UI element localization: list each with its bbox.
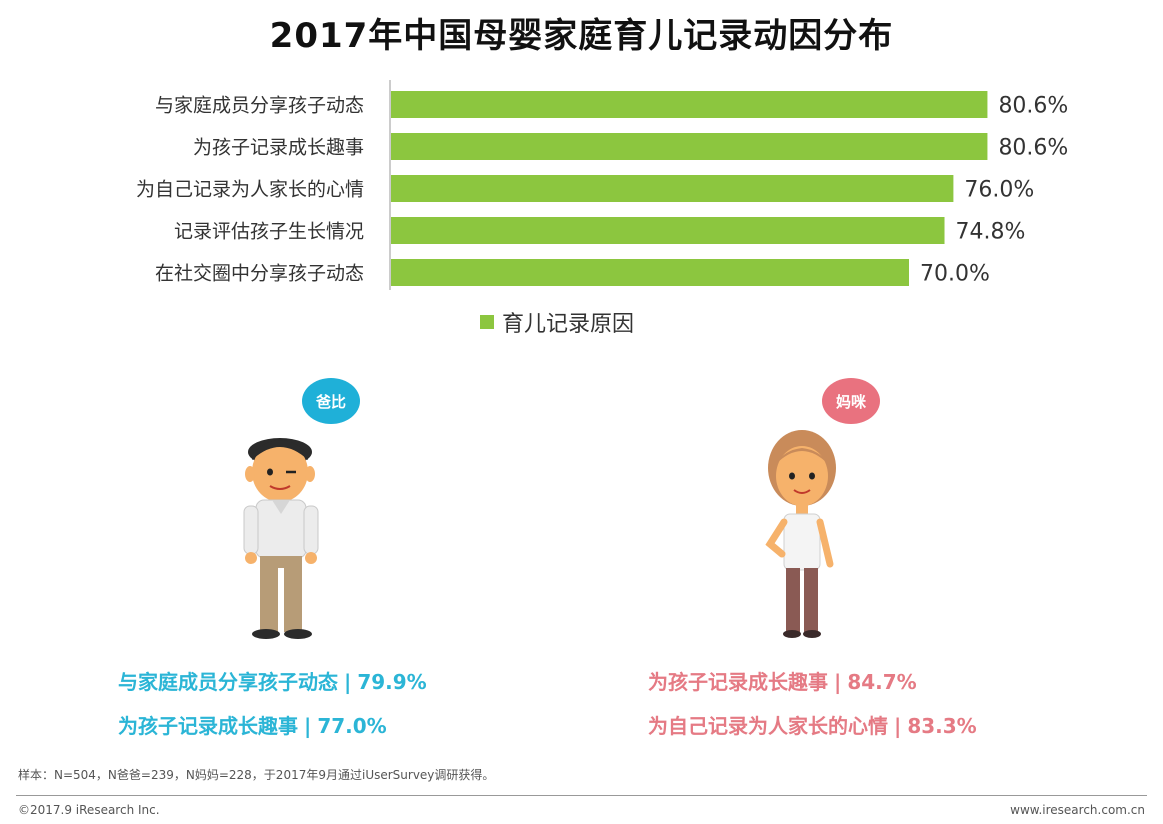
dad-figure-icon	[243, 438, 319, 639]
bar	[391, 175, 954, 202]
mom-stat-1: 为孩子记录成长趣事 | 84.7%	[648, 666, 917, 695]
dad-stat-1-value: 79.9%	[357, 670, 427, 694]
bar	[391, 91, 988, 118]
copyright: ©2017.9 iResearch Inc.	[18, 803, 160, 817]
page-title: 2017年中国母婴家庭育儿记录动因分布	[269, 16, 894, 56]
mom-stat-1-value: 84.7%	[847, 670, 917, 694]
separator: |	[894, 714, 902, 738]
legend-swatch	[480, 315, 494, 329]
mom-stat-1-text: 为孩子记录成长趣事	[648, 670, 828, 694]
bar	[391, 133, 988, 160]
dad-speech-bubble: 爸比	[302, 378, 360, 424]
mom-stat-2: 为自己记录为人家长的心情 | 83.3%	[648, 710, 977, 739]
category-label: 记录评估孩子生长情况	[174, 221, 364, 243]
dad-stat-2-value: 77.0%	[317, 714, 387, 738]
dad-stat-1: 与家庭成员分享孩子动态 | 79.9%	[118, 666, 427, 695]
category-label: 在社交圈中分享孩子动态	[155, 263, 364, 285]
bar	[391, 217, 945, 244]
chart-legend: 育儿记录原因	[480, 306, 634, 338]
value-label: 80.6%	[998, 94, 1068, 119]
dad-stat-2-text: 为孩子记录成长趣事	[118, 714, 298, 738]
category-label: 与家庭成员分享孩子动态	[155, 95, 364, 117]
value-label: 70.0%	[920, 262, 990, 287]
separator: |	[344, 670, 352, 694]
bar-chart: 与家庭成员分享孩子动态 80.6% 为孩子记录成长趣事 80.6% 为自己记录为人家长的…	[136, 80, 1068, 290]
bar	[391, 259, 909, 286]
sample-footnote: 样本：N=504，N爸爸=239，N妈妈=228，于2017年9月通过iUser…	[18, 768, 495, 782]
category-label: 为自己记录为人家长的心情	[136, 179, 364, 201]
dad-stat-2: 为孩子记录成长趣事 | 77.0%	[118, 710, 387, 739]
value-label: 76.0%	[964, 178, 1034, 203]
value-label: 80.6%	[998, 136, 1068, 161]
footer-divider	[16, 795, 1147, 796]
category-label: 为孩子记录成长趣事	[193, 137, 364, 159]
dad-label: 爸比	[315, 392, 346, 411]
separator: |	[834, 670, 842, 694]
separator: |	[304, 714, 312, 738]
mom-figure-icon	[765, 430, 836, 638]
mom-speech-bubble: 妈咪	[822, 378, 880, 424]
website-link: www.iresearch.com.cn	[1010, 803, 1145, 817]
mom-stat-2-text: 为自己记录为人家长的心情	[648, 714, 888, 738]
mom-stat-2-value: 83.3%	[907, 714, 977, 738]
legend-label: 育儿记录原因	[502, 312, 635, 337]
mom-label: 妈咪	[835, 392, 866, 411]
dad-stat-1-text: 与家庭成员分享孩子动态	[118, 670, 338, 694]
value-label: 74.8%	[956, 220, 1026, 245]
